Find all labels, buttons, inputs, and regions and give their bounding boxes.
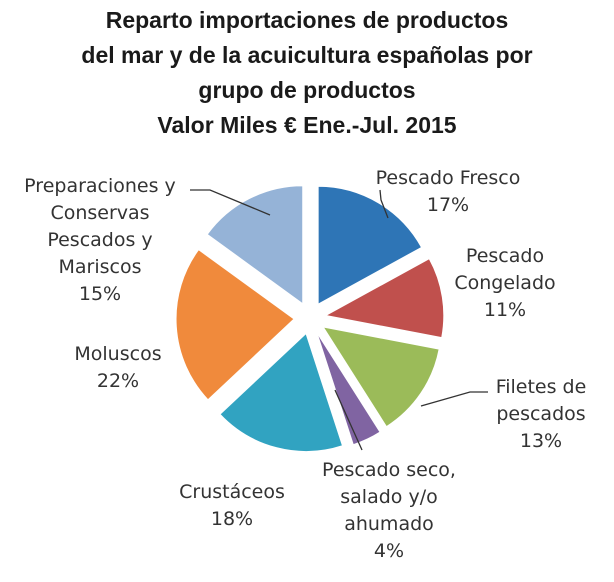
slice-labels: Pescado Fresco 17% Pescado Congelado 11% File… (24, 167, 586, 562)
slice-percent-label: 22% (97, 370, 139, 392)
pie-slice (316, 332, 381, 446)
slice-label: ahumado (344, 513, 434, 535)
slice-label: Filetes de (496, 376, 587, 398)
slice-label: Conservas (50, 202, 149, 224)
slice-percent-label: 13% (520, 430, 562, 452)
chart-title: Reparto importaciones de productos del ma… (81, 7, 532, 138)
leader-line (334, 389, 363, 451)
slice-percent-label: 11% (484, 299, 526, 321)
leader-line (379, 189, 389, 219)
slice-label: Mariscos (59, 256, 142, 278)
pie-slice (324, 257, 445, 339)
slice-label: Crustáceos (179, 481, 285, 503)
chart-title-line: Valor Miles € Ene.-Jul. 2015 (157, 112, 456, 138)
slice-label: Pescados y (47, 229, 152, 251)
chart-title-line: grupo de productos (198, 77, 415, 103)
chart-title-line: del mar y de la acuicultura españolas po… (81, 42, 532, 68)
chart-title-line: Reparto importaciones de productos (106, 7, 509, 33)
pie-slices (175, 185, 445, 452)
leader-lines (190, 189, 488, 451)
slice-label: Moluscos (74, 343, 161, 365)
pie-slice (317, 185, 423, 306)
slice-percent-label: 15% (79, 283, 121, 305)
slice-percent-label: 18% (211, 508, 253, 530)
slice-label: salado y/o (340, 486, 437, 508)
slice-percent-label: 4% (374, 540, 404, 562)
pie-slice (175, 248, 295, 401)
slice-label: pescados (496, 403, 585, 425)
pie-slice (206, 185, 304, 305)
slice-label: Congelado (454, 272, 555, 294)
pie-slice (322, 326, 440, 428)
leader-line (420, 391, 488, 407)
slice-label: Pescado seco, (322, 459, 456, 481)
slice-label: Preparaciones y (24, 175, 176, 197)
pie-slice (219, 332, 344, 452)
slice-label: Pescado (466, 245, 544, 267)
leader-line (190, 189, 271, 216)
slice-percent-label: 17% (427, 194, 469, 216)
slice-label: Pescado Fresco (376, 167, 521, 189)
